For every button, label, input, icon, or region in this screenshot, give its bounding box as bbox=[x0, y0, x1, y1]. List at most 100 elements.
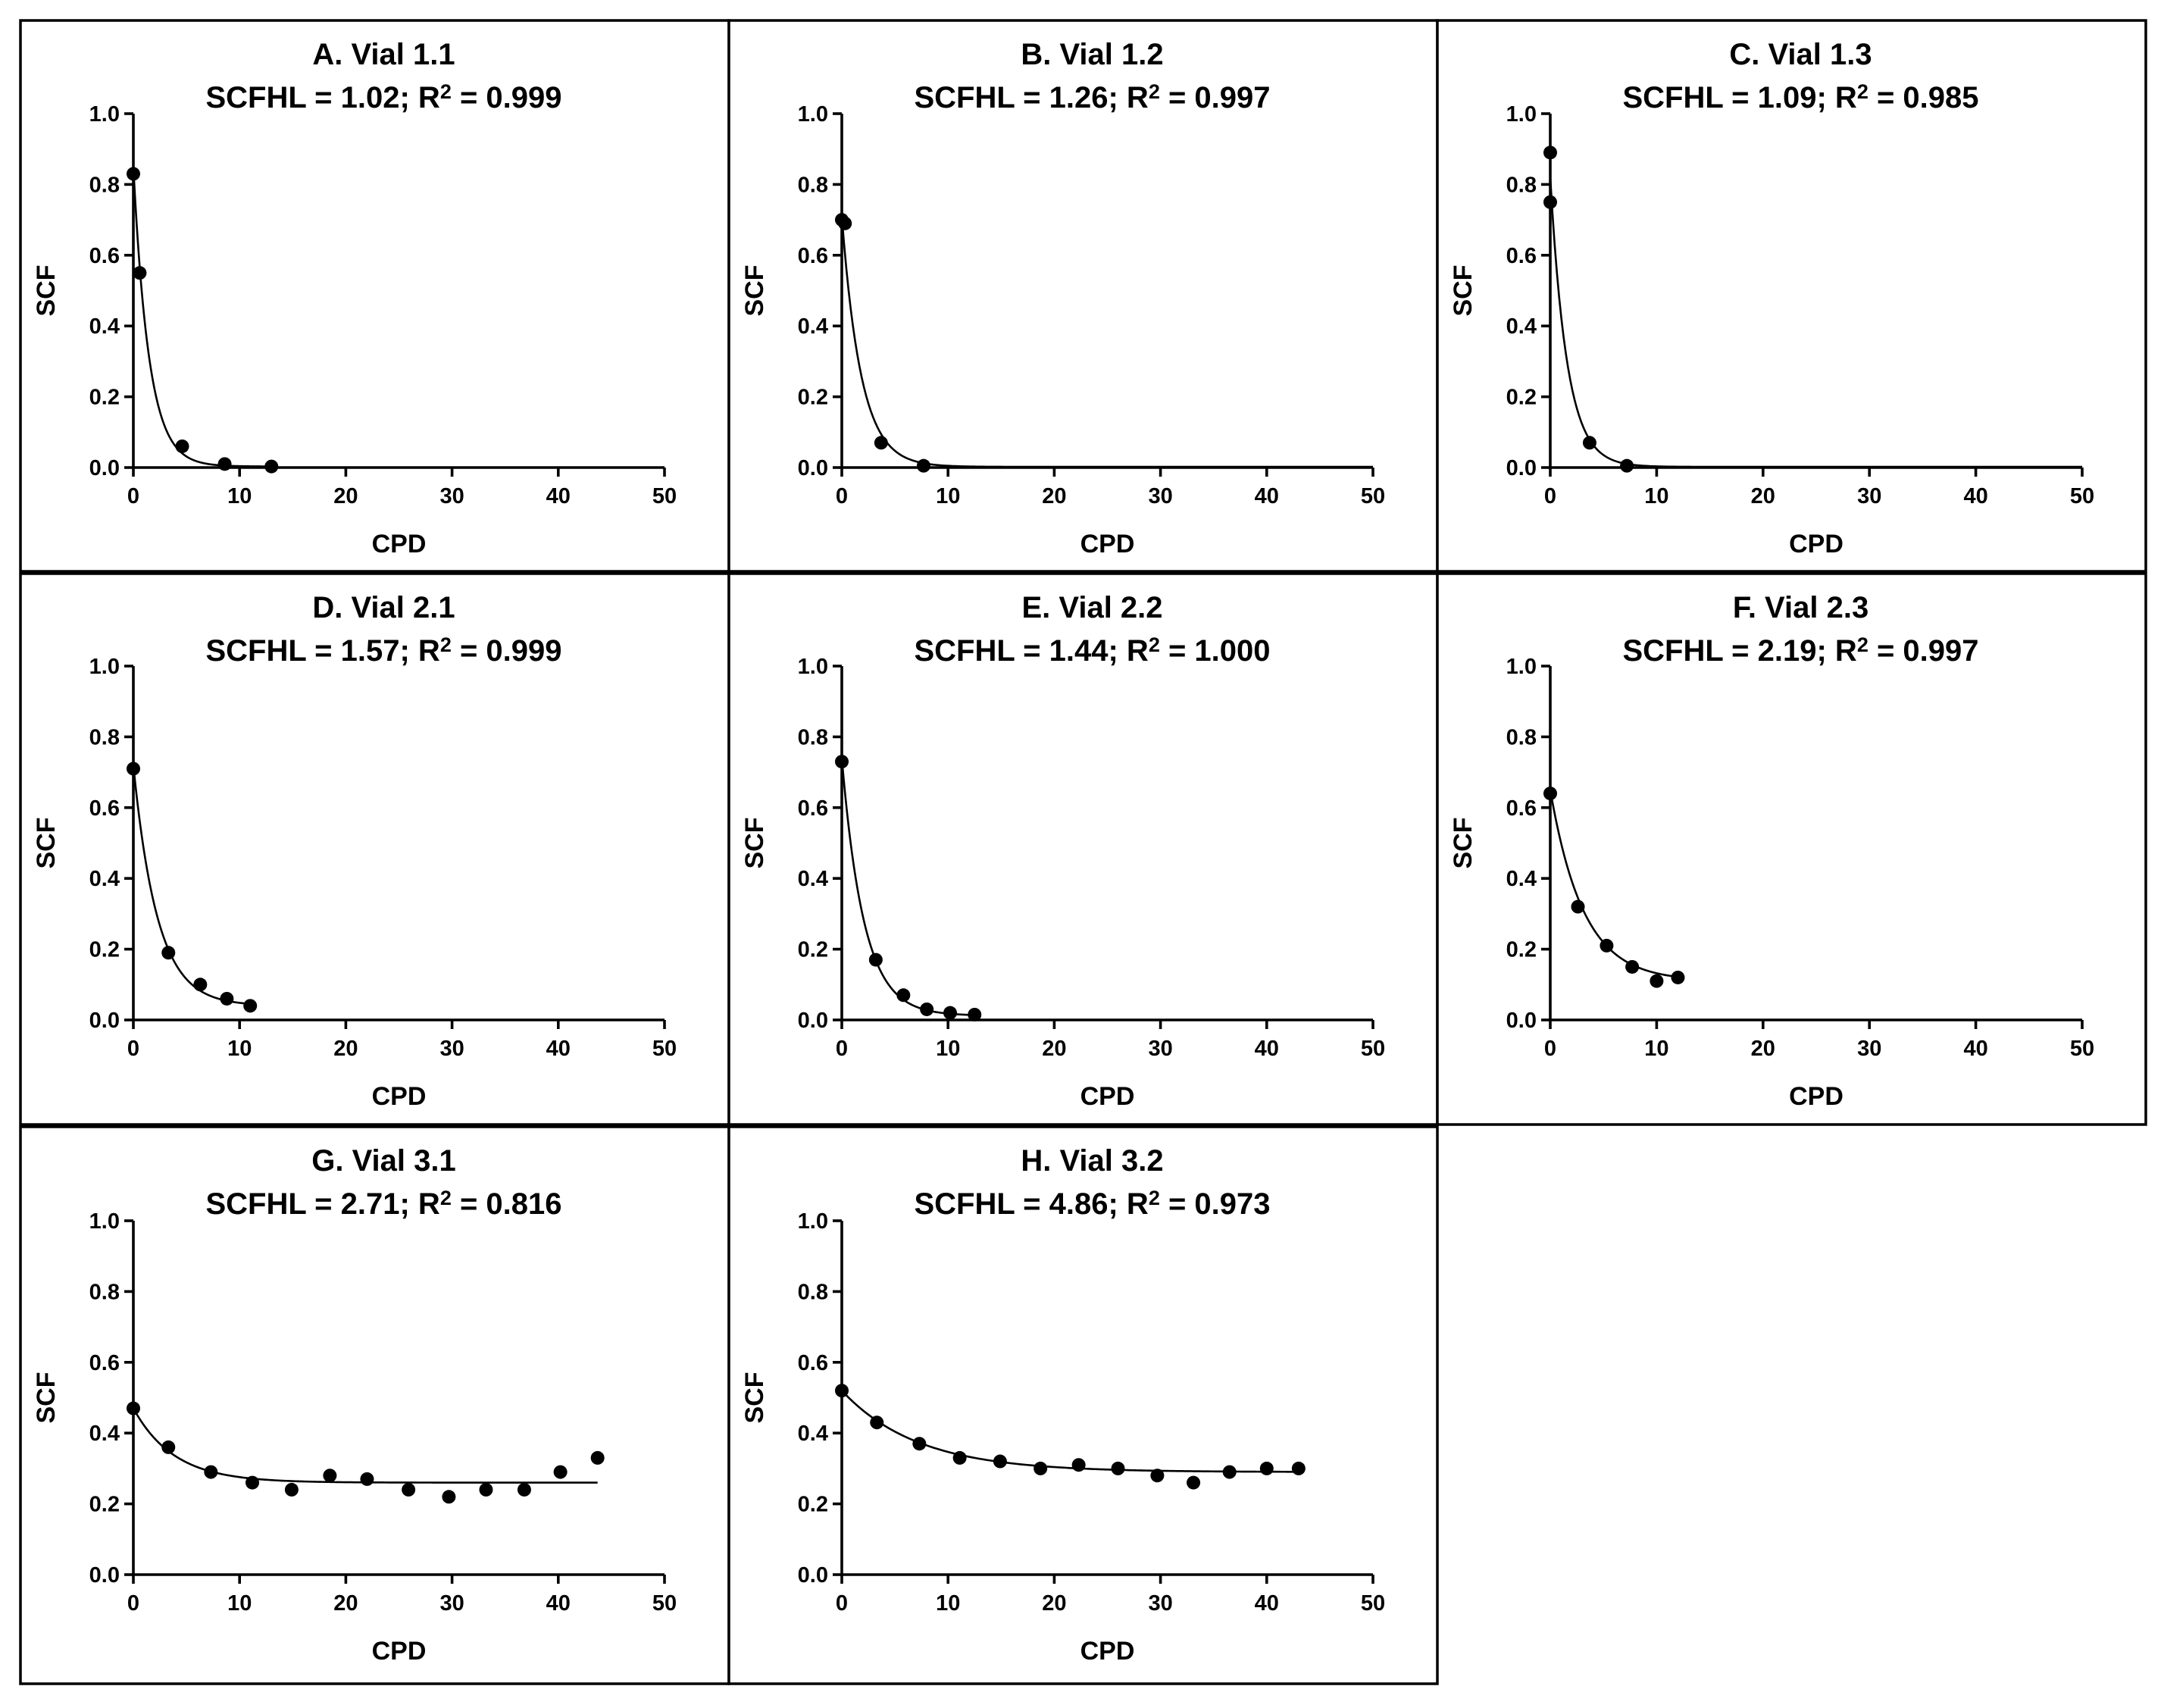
x-tick-label: 40 bbox=[1255, 1037, 1279, 1061]
x-axis-title: CPD bbox=[1789, 530, 1843, 558]
x-axis-title: CPD bbox=[372, 530, 427, 558]
y-tick-label: 0.4 bbox=[89, 867, 120, 891]
y-tick-label: 0.8 bbox=[798, 725, 828, 749]
data-point bbox=[1571, 899, 1585, 914]
data-point bbox=[874, 436, 888, 450]
data-point bbox=[868, 953, 883, 967]
data-point bbox=[1625, 959, 1640, 974]
x-tick-label: 0 bbox=[127, 1037, 139, 1061]
x-tick-label: 40 bbox=[546, 1037, 571, 1061]
y-tick-label: 1.0 bbox=[798, 1209, 828, 1234]
y-tick-label: 0.2 bbox=[798, 1493, 828, 1517]
stats-text: = 0.816 bbox=[452, 1187, 562, 1221]
y-tick-label: 0.2 bbox=[89, 1493, 120, 1517]
data-point bbox=[245, 1475, 260, 1490]
stats-text: = 0.999 bbox=[452, 634, 562, 668]
data-point bbox=[1543, 787, 1557, 801]
x-tick-label: 0 bbox=[836, 1591, 848, 1616]
chart-panel-2: B. Vial 1.2 SCFHL = 1.26; R2 = 0.997 0.0 0.… bbox=[727, 19, 1439, 573]
y-axis-title: SCF bbox=[32, 1372, 61, 1424]
x-tick-label: 0 bbox=[836, 484, 848, 508]
stats-text: = 0.985 bbox=[1868, 81, 1979, 114]
stats-superscript: 2 bbox=[1857, 633, 1868, 656]
y-tick-label: 0.2 bbox=[89, 386, 120, 410]
panel-frame bbox=[19, 572, 730, 1126]
x-tick-label: 50 bbox=[1361, 484, 1385, 508]
y-tick-label: 0.6 bbox=[1506, 244, 1537, 268]
data-point bbox=[993, 1454, 1007, 1469]
stats-superscript: 2 bbox=[1149, 1187, 1160, 1209]
y-axis-title: SCF bbox=[1449, 265, 1478, 317]
y-tick-label: 0.6 bbox=[89, 1351, 120, 1375]
x-tick-label: 10 bbox=[227, 1037, 252, 1061]
stats-text: = 0.999 bbox=[452, 81, 562, 114]
x-tick-label: 30 bbox=[1148, 1591, 1172, 1616]
panel-frame bbox=[1436, 572, 2147, 1126]
chart-panel-1: A. Vial 1.1 SCFHL = 1.02; R2 = 0.999 0.0 0.… bbox=[19, 19, 730, 573]
x-tick-label: 10 bbox=[936, 1591, 960, 1616]
y-axis-title: SCF bbox=[740, 818, 769, 869]
x-tick-label: 10 bbox=[1644, 1037, 1668, 1061]
y-tick-label: 0.0 bbox=[89, 1563, 120, 1588]
data-point bbox=[1150, 1469, 1165, 1483]
x-axis-title: CPD bbox=[372, 1637, 427, 1666]
panel-frame bbox=[727, 572, 1439, 1126]
x-axis-title: CPD bbox=[1789, 1082, 1843, 1111]
y-tick-label: 1.0 bbox=[798, 655, 828, 679]
y-tick-label: 0.8 bbox=[798, 173, 828, 197]
y-tick-label: 0.2 bbox=[798, 938, 828, 962]
data-point bbox=[204, 1465, 218, 1479]
y-tick-label: 0.0 bbox=[1506, 456, 1537, 480]
stats-superscript: 2 bbox=[1857, 80, 1868, 103]
stats-text: SCFHL = 2.19; R bbox=[1622, 634, 1856, 668]
stats-superscript: 2 bbox=[1149, 80, 1160, 103]
data-point bbox=[1187, 1475, 1201, 1490]
x-tick-label: 30 bbox=[1857, 1037, 1881, 1061]
fit-curve bbox=[1549, 790, 1678, 978]
panel-stats: SCFHL = 4.86; R2 = 0.973 bbox=[914, 1187, 1270, 1221]
x-tick-label: 40 bbox=[546, 1591, 571, 1616]
data-point bbox=[402, 1482, 416, 1497]
data-point bbox=[968, 1007, 982, 1021]
data-point bbox=[243, 999, 258, 1013]
stats-superscript: 2 bbox=[440, 80, 452, 103]
y-tick-label: 0.4 bbox=[89, 314, 120, 339]
stats-superscript: 2 bbox=[1149, 633, 1160, 656]
x-tick-label: 30 bbox=[1148, 484, 1172, 508]
data-point bbox=[1543, 145, 1557, 160]
chart-panel-5: E. Vial 2.2 SCFHL = 1.44; R2 = 1.000 0.0 0.… bbox=[727, 572, 1439, 1126]
data-point bbox=[838, 216, 852, 230]
data-point bbox=[835, 755, 849, 769]
y-tick-label: 1.0 bbox=[798, 102, 828, 127]
data-point bbox=[479, 1482, 493, 1497]
x-tick-label: 0 bbox=[836, 1037, 848, 1061]
stats-text: SCFHL = 1.26; R bbox=[914, 81, 1148, 114]
panel-title: F. Vial 2.3 bbox=[1733, 591, 1868, 624]
data-point bbox=[442, 1490, 456, 1504]
data-point bbox=[1291, 1461, 1306, 1475]
y-tick-label: 0.8 bbox=[1506, 173, 1537, 197]
x-tick-label: 30 bbox=[1857, 484, 1881, 508]
y-axis-title: SCF bbox=[32, 818, 61, 869]
data-point bbox=[1034, 1461, 1048, 1475]
x-tick-label: 30 bbox=[439, 1591, 464, 1616]
x-tick-label: 20 bbox=[1042, 1591, 1066, 1616]
panel-frame bbox=[19, 19, 730, 573]
y-tick-label: 0.6 bbox=[798, 796, 828, 821]
stats-superscript: 2 bbox=[440, 1187, 452, 1209]
panel-stats: SCFHL = 1.57; R2 = 0.999 bbox=[205, 633, 561, 668]
x-axis-title: CPD bbox=[1080, 1637, 1135, 1666]
stats-text: SCFHL = 1.02; R bbox=[205, 81, 439, 114]
data-point bbox=[896, 988, 911, 1003]
data-point bbox=[912, 1437, 927, 1451]
data-point bbox=[916, 458, 930, 473]
y-tick-label: 0.8 bbox=[89, 173, 120, 197]
panel-title: E. Vial 2.2 bbox=[1021, 591, 1162, 624]
panel-title: B. Vial 1.2 bbox=[1021, 38, 1163, 71]
y-tick-label: 0.2 bbox=[89, 938, 120, 962]
data-point bbox=[835, 1384, 849, 1398]
chart-panel-3: C. Vial 1.3 SCFHL = 1.09; R2 = 0.985 0.0 0.… bbox=[1436, 19, 2147, 573]
y-tick-label: 0.4 bbox=[798, 314, 828, 339]
y-tick-label: 0.0 bbox=[89, 1009, 120, 1033]
